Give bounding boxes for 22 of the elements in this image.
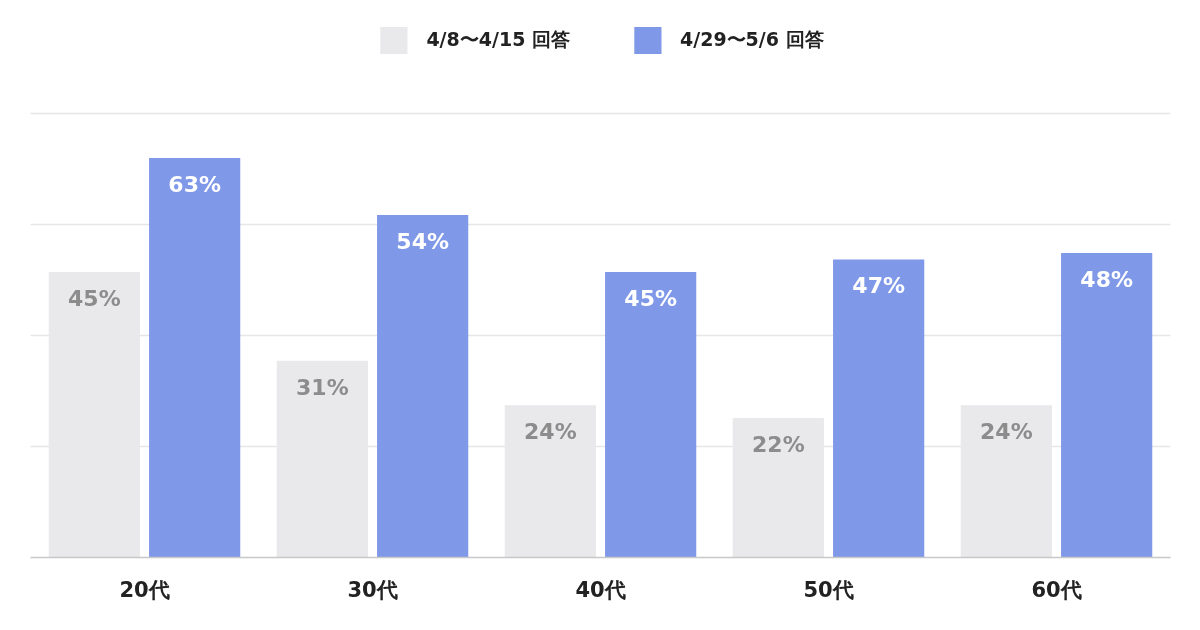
x-tick-label: 60代 (1031, 577, 1082, 602)
legend-label: 4/8〜4/15 回答 (426, 27, 570, 52)
data-label: 48% (1080, 267, 1133, 293)
data-label: 24% (980, 419, 1033, 445)
data-label: 54% (396, 228, 449, 254)
data-label: 45% (68, 286, 121, 312)
legend-label: 4/29〜5/6 回答 (680, 27, 824, 52)
bar (833, 259, 925, 558)
data-label: 63% (168, 171, 221, 197)
data-label: 24% (524, 419, 577, 445)
x-tick-label: 20代 (119, 577, 170, 602)
bar (1061, 253, 1153, 558)
bar (377, 214, 469, 558)
bar (605, 272, 697, 558)
data-label: 31% (296, 374, 349, 400)
data-label: 22% (752, 431, 805, 457)
data-label: 45% (624, 286, 677, 312)
x-tick-label: 50代 (803, 577, 854, 602)
x-tick-label: 30代 (347, 577, 398, 602)
bar (149, 157, 241, 558)
data-label: 47% (852, 273, 905, 299)
x-tick-label: 40代 (575, 577, 626, 602)
